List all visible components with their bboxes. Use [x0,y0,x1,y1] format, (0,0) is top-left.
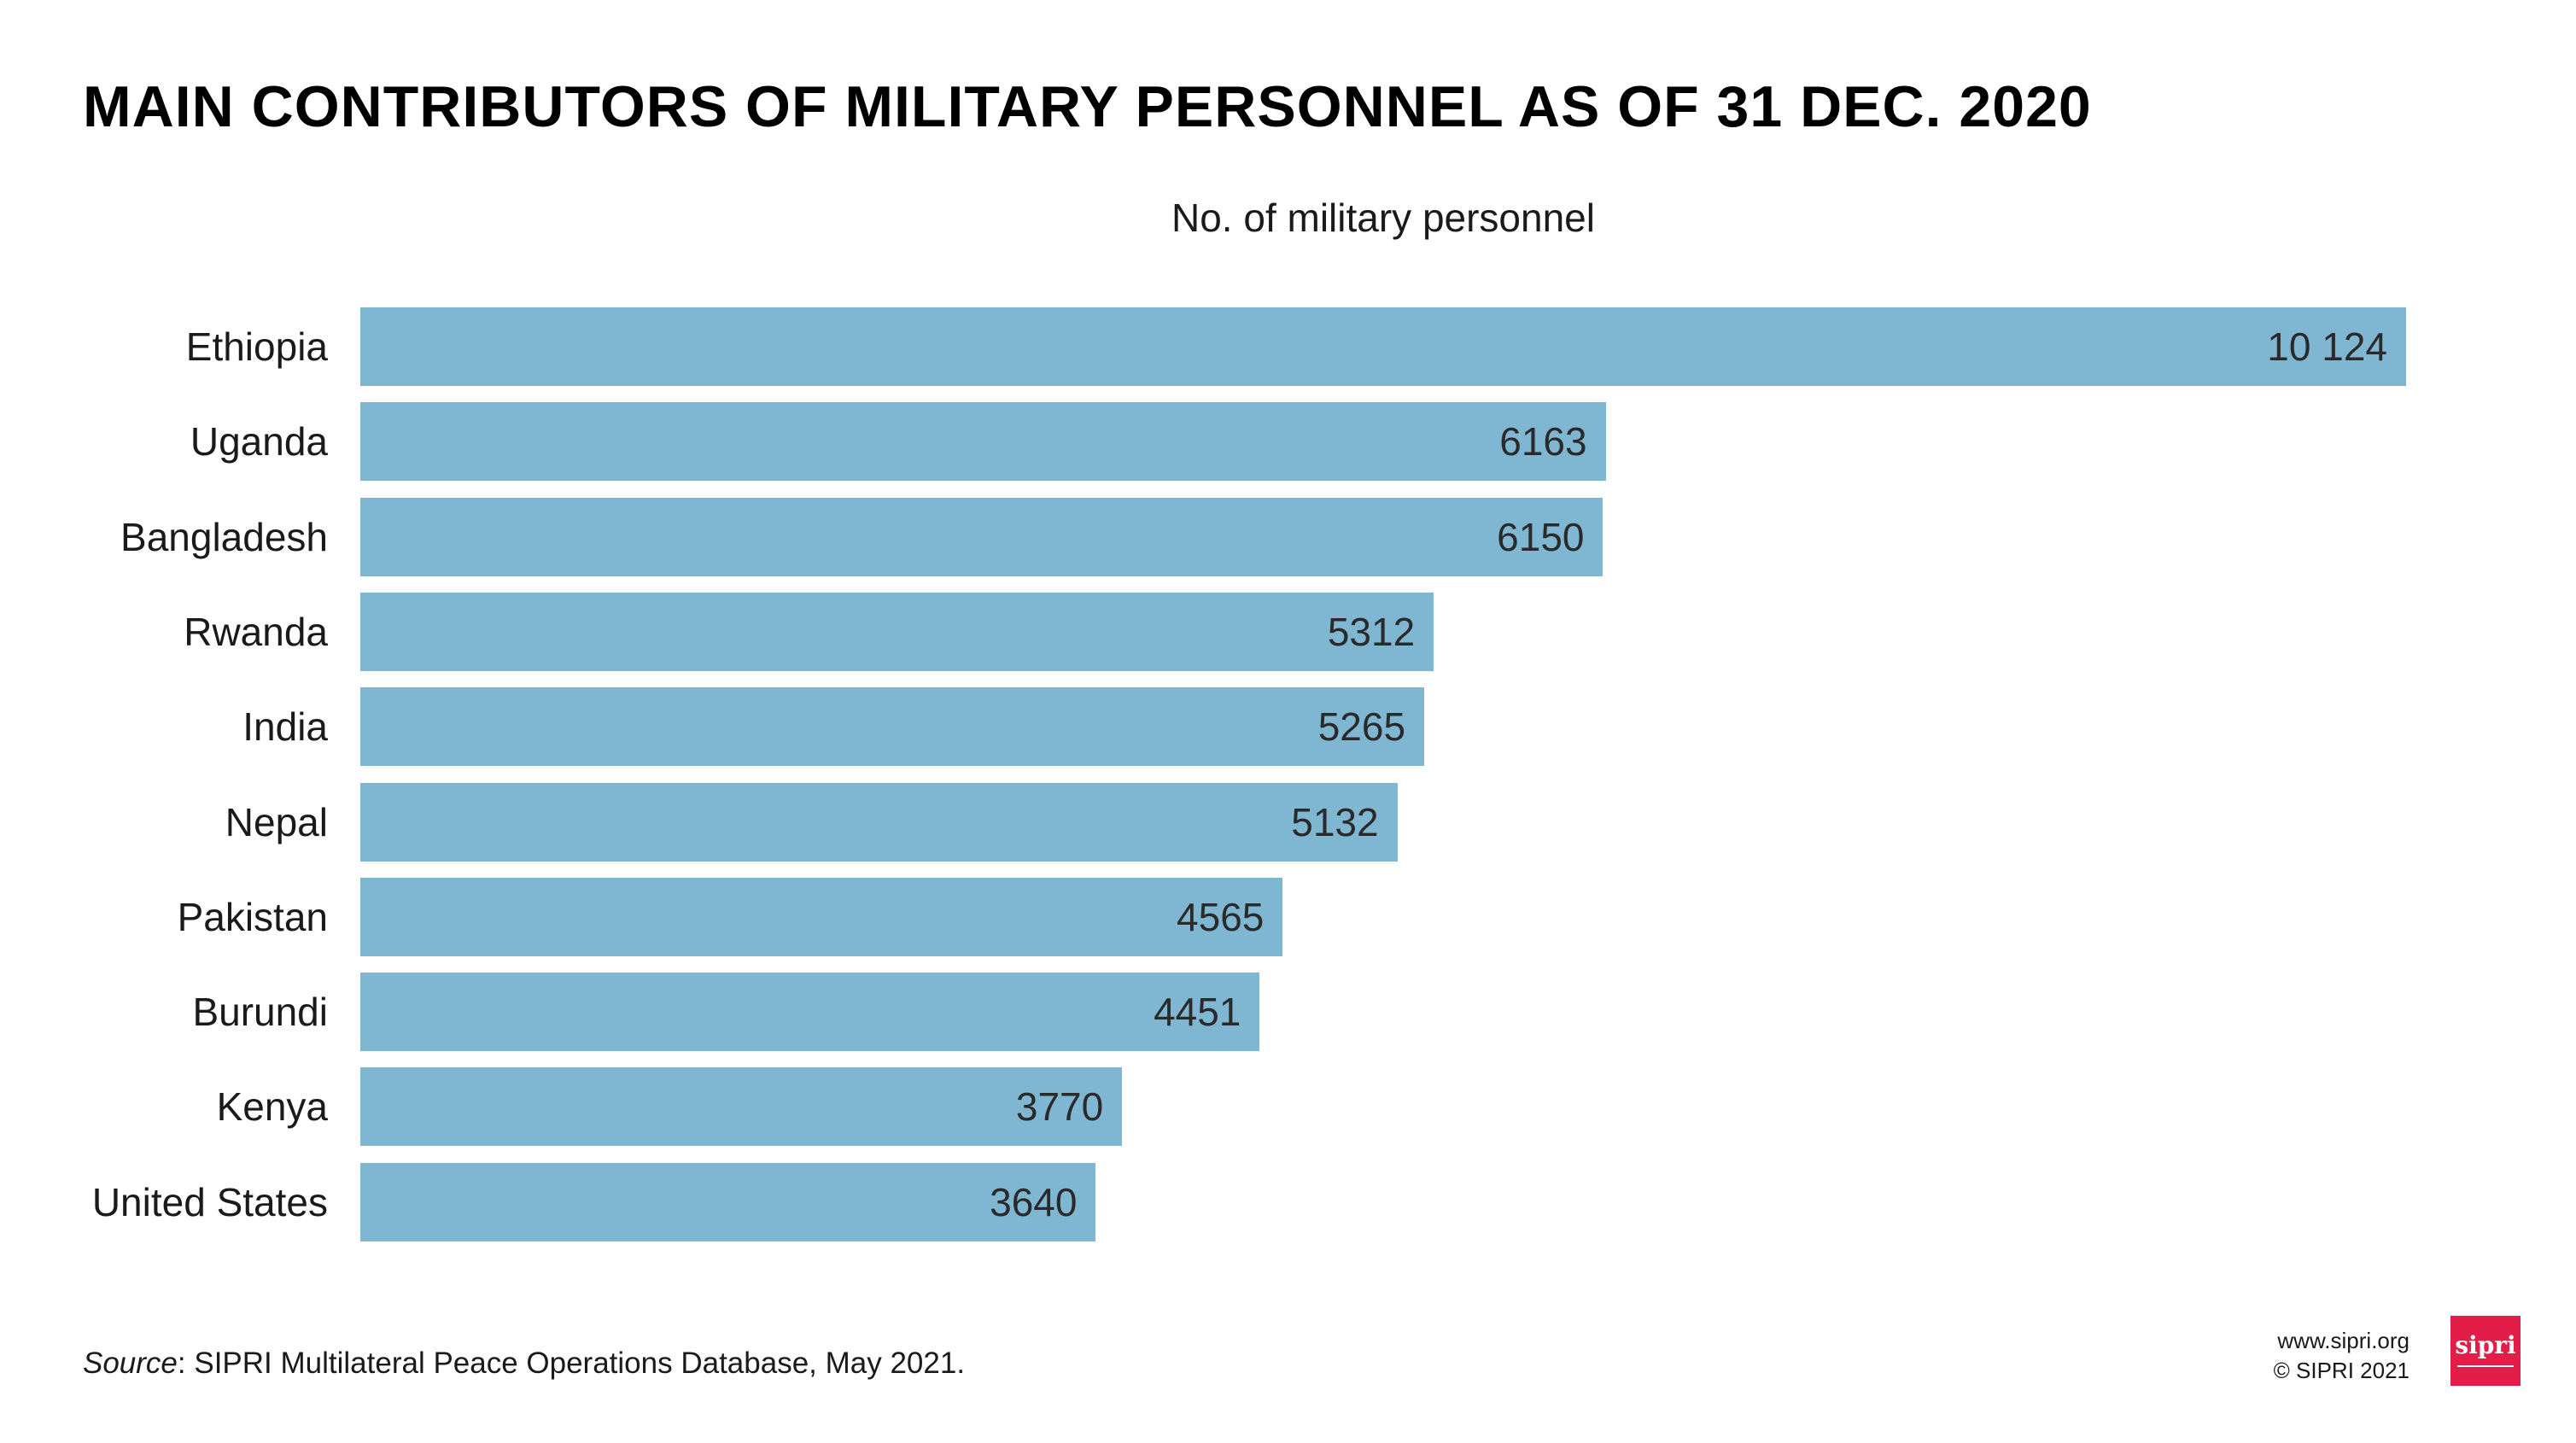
value-label: 3640 [990,1179,1078,1224]
bar [360,307,2406,386]
value-label: 4565 [1177,894,1265,939]
logo-text: sipri [2455,1331,2516,1359]
source-text: : SIPRI Multilateral Peace Operations Da… [177,1347,966,1380]
bar [360,592,1434,671]
bar [360,402,1606,482]
category-label: Rwanda [184,609,328,654]
value-label: 5132 [1291,799,1379,844]
value-label: 6163 [1499,419,1587,464]
bar [360,497,1603,576]
value-label: 5265 [1317,704,1406,750]
value-label: 3770 [1015,1084,1104,1130]
bar [360,1067,1123,1147]
source-label: Source [83,1347,178,1380]
bar [360,877,1283,956]
value-label: 5312 [1327,609,1416,654]
website-link[interactable]: www.sipri.org [2277,1328,2410,1353]
category-label: Ethiopia [185,324,328,369]
bar [360,973,1260,1052]
value-label: 4451 [1154,990,1241,1035]
category-label: Nepal [225,799,328,844]
category-label: Kenya [216,1084,328,1130]
category-label: Uganda [190,419,328,464]
bar [360,687,1425,767]
bar [360,1162,1096,1241]
copyright: © SIPRI 2021 [2273,1358,2410,1383]
source-note: Source: SIPRI Multilateral Peace Operati… [83,1347,965,1381]
value-label: 10 124 [2267,324,2387,369]
axis-title: No. of military personnel [1171,196,1595,240]
value-label: 6150 [1497,514,1585,559]
category-label: United States [91,1179,328,1224]
category-label: India [242,704,328,750]
sipri-logo: sipri [2450,1316,2521,1386]
bar [360,782,1398,862]
category-label: Bangladesh [120,514,328,559]
category-label: Burundi [192,990,328,1035]
chart-title: MAIN CONTRIBUTORS OF MILITARY PERSONNEL … [83,74,2092,139]
category-label: Pakistan [177,894,328,939]
